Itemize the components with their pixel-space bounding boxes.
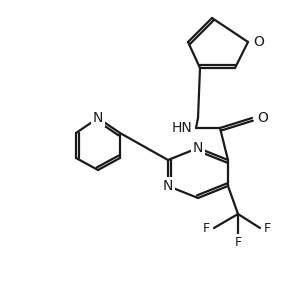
Text: F: F bbox=[203, 221, 210, 234]
Text: F: F bbox=[264, 221, 271, 234]
Text: N: N bbox=[163, 179, 173, 193]
Text: F: F bbox=[235, 236, 242, 249]
Text: N: N bbox=[193, 141, 203, 155]
Text: O: O bbox=[257, 111, 268, 125]
Text: N: N bbox=[93, 111, 103, 125]
Text: O: O bbox=[253, 35, 264, 49]
Text: HN: HN bbox=[171, 121, 192, 135]
